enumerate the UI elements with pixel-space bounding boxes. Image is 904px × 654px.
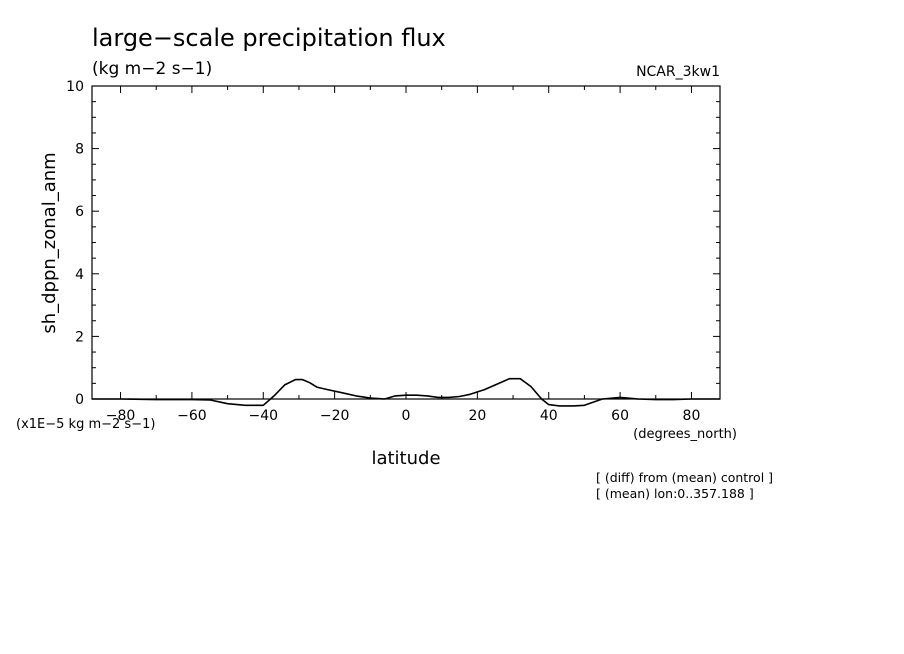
y-tick-label: 8 <box>75 142 84 158</box>
x-tick-label: −60 <box>177 408 207 424</box>
x-tick-label: 80 <box>683 408 701 424</box>
chart-subtitle: (kg m−2 s−1) <box>92 59 212 79</box>
y-tick-label: 2 <box>75 329 84 345</box>
y-tick-label: 10 <box>66 79 84 95</box>
note-line-1: [ (diff) from (mean) control ] <box>596 470 773 485</box>
x-tick-label: −80 <box>106 408 136 424</box>
y-unit-label: (x1E−5 kg m−2 s−1) <box>16 417 155 432</box>
x-tick-label: 0 <box>402 408 411 424</box>
x-tick-label: 20 <box>468 408 486 424</box>
x-tick-label: −40 <box>248 408 278 424</box>
x-tick-label: 40 <box>540 408 558 424</box>
plot-frame <box>91 85 721 400</box>
y-tick-labels: 0 2 4 6 8 10 <box>66 79 84 408</box>
x-tick-label: 60 <box>611 408 629 424</box>
series-line <box>92 377 720 407</box>
x-axis-ticks <box>120 86 692 399</box>
x-axis-label: latitude <box>371 448 440 469</box>
note-line-2: [ (mean) lon:0..357.188 ] <box>596 486 754 501</box>
chart-title: large−scale precipitation flux <box>92 24 446 52</box>
y-tick-label: 4 <box>75 267 84 283</box>
y-axis-ticks <box>92 85 720 400</box>
x-tick-label: −20 <box>320 408 350 424</box>
x-tick-labels: −80 −60 −40 −20 0 20 40 60 80 <box>106 408 701 424</box>
y-tick-label: 0 <box>75 392 84 408</box>
model-label: NCAR_3kw1 <box>636 64 720 80</box>
y-tick-label: 6 <box>75 204 84 220</box>
y-axis-label: sh_dppn_zonal_anm <box>39 152 60 333</box>
x-unit-label: (degrees_north) <box>633 427 737 442</box>
